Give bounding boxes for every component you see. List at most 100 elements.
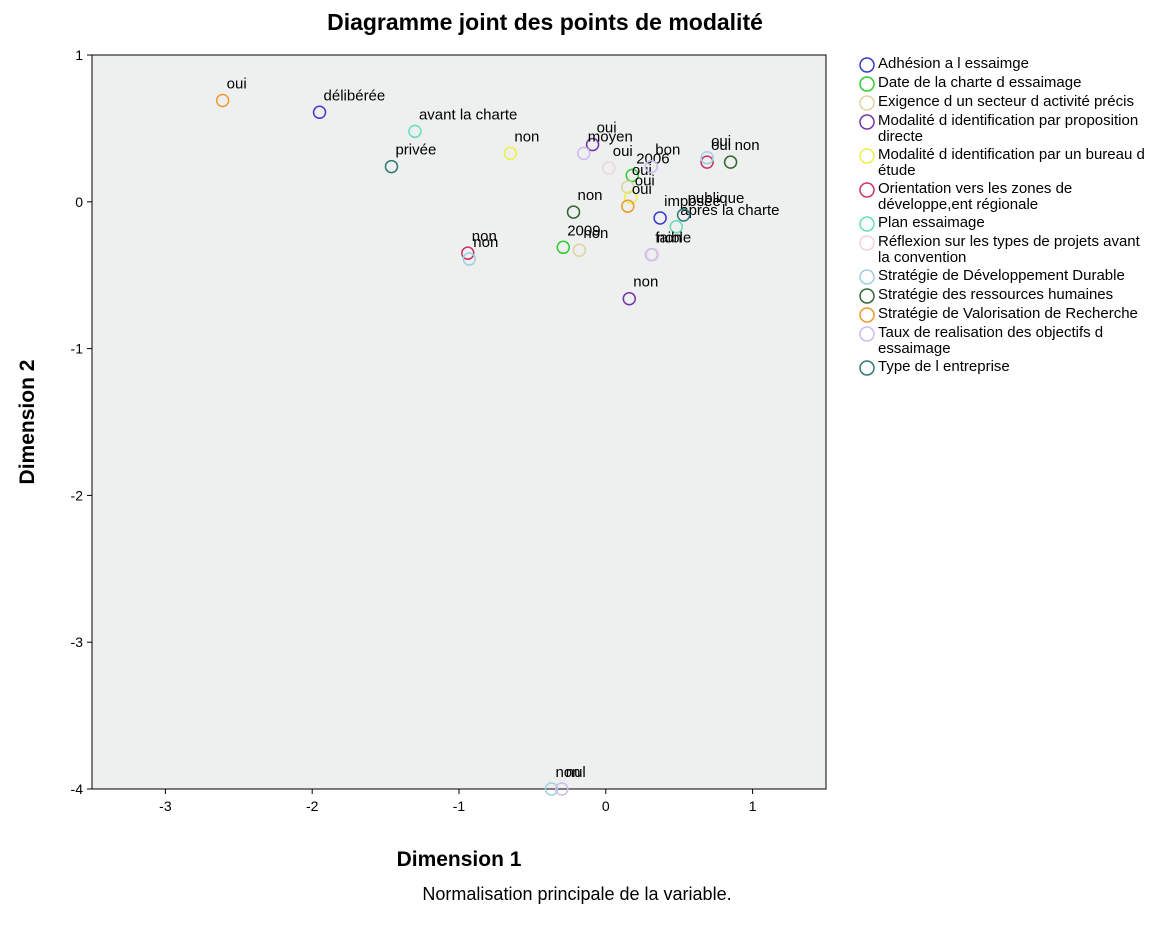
legend-marker — [859, 57, 875, 73]
point — [572, 243, 587, 257]
point — [312, 105, 327, 120]
legend-label: Type de l entreprise — [878, 358, 1010, 375]
legend-marker — [859, 148, 875, 164]
point-label: non — [473, 234, 498, 251]
point-label: non — [583, 225, 608, 242]
legend-label: Adhésion a l essaimge — [878, 55, 1029, 72]
legend-item: Stratégie de Développement Durable — [858, 268, 1148, 285]
point-label: oui — [227, 76, 247, 93]
point — [461, 246, 475, 260]
legend-circle — [859, 76, 875, 92]
point-label: non — [633, 274, 658, 291]
legend-label: Modalité d identification par propositio… — [878, 112, 1139, 145]
legend-item: Adhésion a l essaimge — [858, 56, 1148, 73]
point-label: faible — [655, 230, 691, 247]
point — [625, 168, 639, 183]
point — [621, 180, 635, 194]
point — [723, 155, 738, 169]
point — [544, 782, 559, 796]
legend: Adhésion a l essaimge Date de la charte d… — [858, 56, 1148, 378]
legend-circle — [859, 360, 875, 376]
point — [700, 151, 714, 165]
legend-circle — [859, 326, 875, 342]
x-tick-label: 0 — [602, 798, 610, 814]
chart-title: Diagramme joint des points de modalité — [327, 9, 763, 35]
point-label: publique — [688, 190, 745, 207]
point — [503, 146, 518, 161]
x-tick-label: -2 — [306, 798, 319, 814]
x-axis-title: Dimension 1 — [397, 848, 522, 871]
point — [601, 161, 616, 175]
legend-item: Stratégie de Valorisation de Recherche — [858, 306, 1148, 323]
point — [566, 205, 581, 219]
point-label: bon — [655, 142, 680, 159]
legend-marker — [859, 360, 875, 376]
point-label: oui — [632, 181, 652, 198]
point-label: 2009 — [567, 222, 600, 239]
point — [622, 291, 637, 306]
point — [621, 199, 635, 213]
legend-item: Modalité d identification par un bureau … — [858, 147, 1148, 179]
point — [644, 247, 659, 262]
point-label: non — [735, 137, 760, 154]
legend-label: Stratégie de Valorisation de Recherche — [878, 305, 1138, 322]
point-label: oui — [632, 162, 652, 179]
point-label: non — [472, 228, 497, 245]
point — [577, 146, 591, 161]
legend-circle — [859, 95, 875, 111]
legend-label: Stratégie de Développement Durable — [878, 267, 1125, 284]
point-label: non — [555, 764, 580, 781]
legend-marker — [859, 288, 875, 304]
legend-circle — [859, 235, 875, 251]
point — [644, 159, 659, 174]
legend-marker — [859, 326, 875, 342]
legend-circle — [859, 182, 875, 198]
legend-marker — [859, 235, 875, 251]
point — [669, 220, 684, 234]
legend-label: Plan essaimage — [878, 214, 985, 231]
point-label: oui — [711, 137, 731, 154]
legend-marker — [859, 307, 875, 323]
legend-circle — [859, 148, 875, 164]
point-label: moyen — [588, 128, 633, 145]
point — [215, 93, 230, 108]
point — [462, 252, 477, 266]
legend-item: Date de la charte d essaimage — [858, 75, 1148, 92]
legend-marker — [859, 114, 875, 130]
y-tick-label: -3 — [71, 634, 84, 650]
legend-item: Exigence d un secteur d activité précis — [858, 94, 1148, 111]
legend-label: Modalité d identification par un bureau … — [878, 146, 1145, 179]
point-label: oui — [613, 143, 633, 160]
point — [555, 782, 569, 796]
point-label: non — [657, 230, 682, 247]
point — [676, 208, 691, 222]
point-label: avant la charte — [419, 106, 517, 123]
legend-circle — [859, 288, 875, 304]
point — [556, 240, 570, 255]
legend-marker — [859, 182, 875, 198]
plot-area — [91, 54, 827, 790]
point-label: 2006 — [636, 150, 669, 167]
legend-label: Date de la charte d essaimage — [878, 74, 1082, 91]
legend-circle — [859, 269, 875, 285]
point-label: imposée — [664, 193, 721, 210]
x-tick-label: -1 — [453, 798, 466, 814]
point — [384, 159, 399, 174]
point-label: non — [514, 128, 539, 145]
point-label: délibérée — [324, 87, 386, 104]
legend-item: Stratégie des ressources humaines — [858, 287, 1148, 304]
legend-item: Orientation vers les zones de développe,… — [858, 181, 1148, 213]
y-tick-label: 1 — [75, 47, 83, 63]
legend-item: Modalité d identification par propositio… — [858, 113, 1148, 145]
x-tick-label: 1 — [749, 798, 757, 814]
point-label: nul — [566, 764, 586, 781]
legend-circle — [859, 57, 875, 73]
y-tick-label: 0 — [75, 194, 83, 210]
point — [653, 211, 667, 225]
point — [408, 124, 422, 139]
legend-item: Type de l entreprise — [858, 359, 1148, 376]
legend-label: Taux de realisation des objectifs d essa… — [878, 324, 1104, 357]
point — [700, 155, 714, 169]
legend-marker — [859, 95, 875, 111]
